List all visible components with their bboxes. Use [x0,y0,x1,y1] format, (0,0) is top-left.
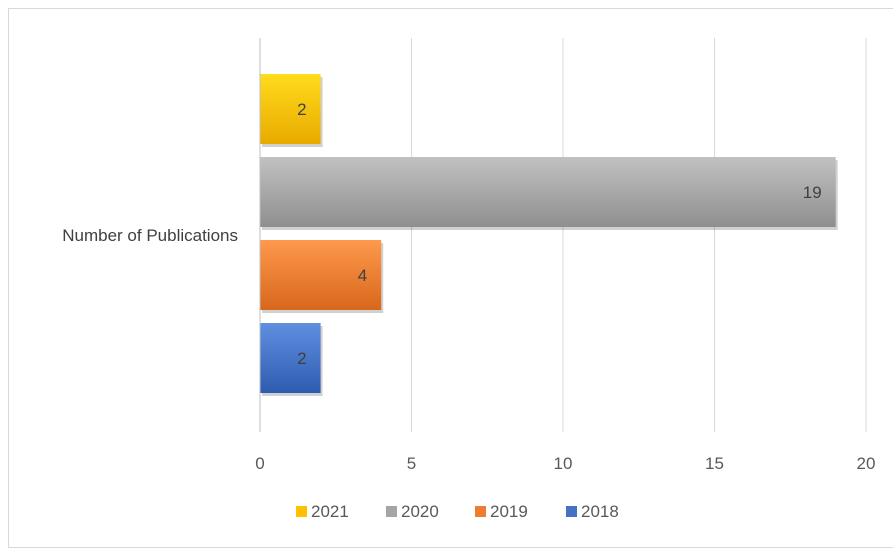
legend-label-2021: 2021 [311,502,349,521]
axes: 0 5 10 15 20 Number of Publications [62,38,875,473]
bar-2021 [260,74,321,144]
data-labels: 2 4 19 2 [297,100,822,368]
gridlines [259,38,867,432]
chart-frame [8,8,893,548]
x-tick-label: 5 [407,454,416,473]
x-tick-label: 20 [857,454,876,473]
legend-label-2018: 2018 [581,502,619,521]
legend-label-2019: 2019 [490,502,528,521]
legend-swatch-2019 [475,506,486,517]
legend-label-2020: 2020 [401,502,439,521]
bar-2019 [260,240,382,310]
legend-swatch-2018 [566,506,577,517]
data-label-2020: 19 [803,183,822,202]
bars [260,74,838,396]
x-tick-label: 0 [255,454,264,473]
data-label-2019: 4 [358,266,367,285]
legend-swatch-2021 [296,506,307,517]
legend-swatch-2020 [386,506,397,517]
legend: 2021 2020 2019 2018 [296,502,619,521]
data-label-2018: 2 [297,349,306,368]
bar-2018 [260,323,321,393]
bar-2020 [260,157,836,227]
x-tick-label: 15 [705,454,724,473]
category-label: Number of Publications [62,226,238,245]
data-label-2021: 2 [297,100,306,119]
x-tick-label: 10 [554,454,573,473]
